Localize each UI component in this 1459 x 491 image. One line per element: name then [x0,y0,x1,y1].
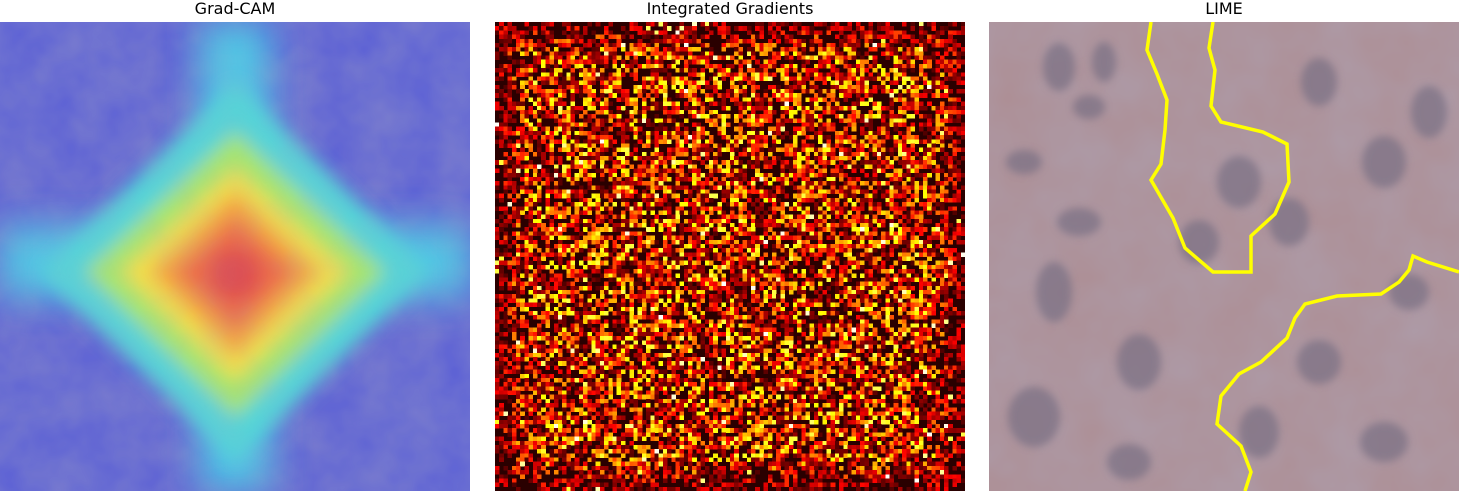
lime-explanation [989,22,1459,491]
integrated-gradients-map [495,22,965,491]
gradcam-heatmap [0,22,470,491]
lime-panel: LIME [989,0,1459,491]
gradcam-panel: Grad-CAM [0,0,470,491]
gradcam-title: Grad-CAM [194,0,276,18]
integrated-gradients-panel: Integrated Gradients [495,0,965,491]
lime-title: LIME [1205,0,1243,18]
integrated-gradients-title: Integrated Gradients [646,0,814,18]
